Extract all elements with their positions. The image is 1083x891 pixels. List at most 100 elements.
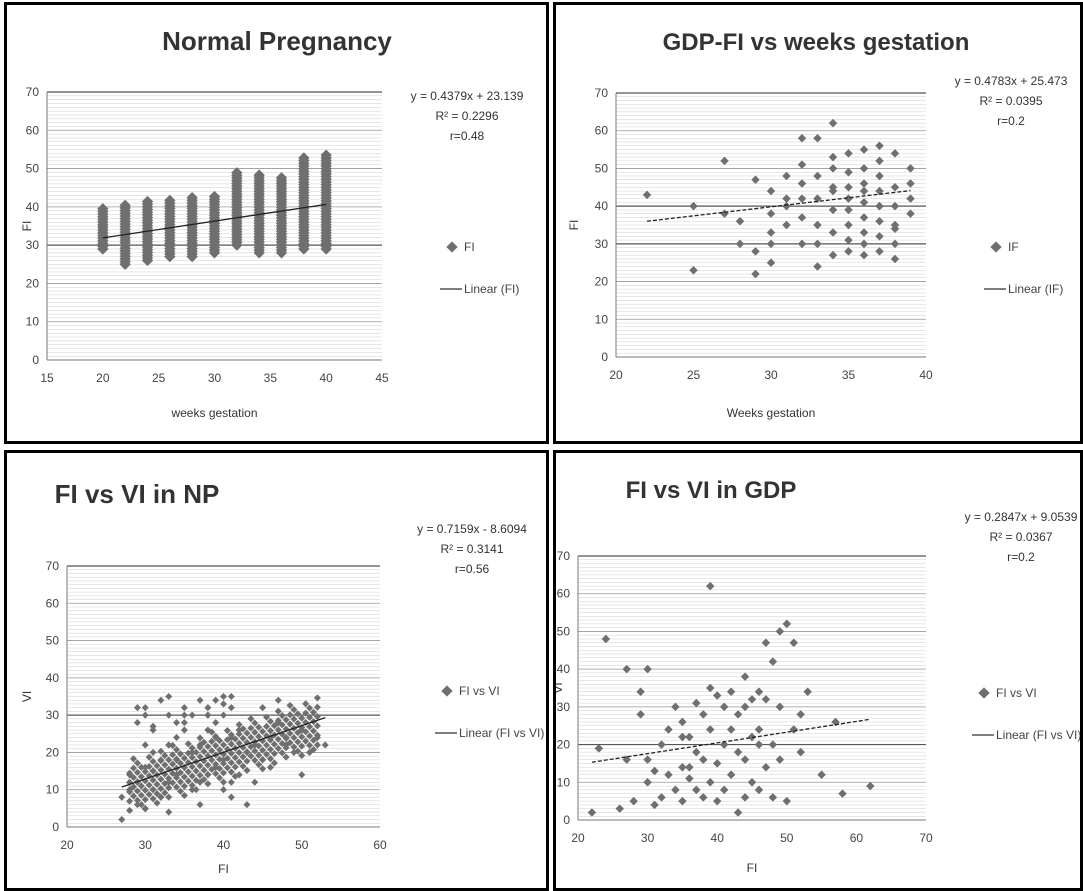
data-point (844, 149, 853, 158)
data-point (782, 796, 792, 806)
data-point (196, 696, 204, 704)
data-point (671, 785, 680, 795)
legend-marker-icon (990, 241, 1002, 253)
data-point (223, 736, 231, 744)
data-point (859, 213, 869, 222)
data-point (712, 691, 722, 700)
data-point (298, 751, 306, 760)
trendline (591, 718, 871, 763)
data-point (754, 687, 764, 697)
data-point (321, 741, 329, 749)
data-point (664, 770, 673, 779)
data-point (733, 747, 743, 757)
data-point (231, 167, 243, 179)
data-point (169, 779, 177, 787)
data-point (212, 770, 220, 778)
data-point (875, 156, 884, 166)
data-point (906, 209, 915, 218)
data-point (294, 729, 302, 737)
chart-title: GDP-FI vs weeks gestation (663, 29, 970, 56)
data-point (775, 755, 785, 764)
x-tick-label: 35 (842, 368, 856, 382)
data-point (797, 134, 807, 143)
data-point (313, 713, 321, 721)
legend-label-series: FI vs VI (459, 684, 500, 698)
data-point (196, 771, 204, 779)
data-point (274, 745, 282, 753)
data-point (859, 239, 869, 249)
x-tick-label: 35 (264, 371, 278, 385)
equation-text: r=0.48 (450, 129, 485, 143)
data-point (133, 704, 141, 712)
data-point (274, 696, 282, 704)
data-point (212, 742, 220, 750)
data-point (294, 738, 302, 746)
data-point (719, 785, 729, 795)
data-point (796, 747, 805, 757)
y-axis-label: VI (20, 691, 34, 702)
data-point (282, 734, 290, 742)
data-point (751, 175, 760, 184)
data-point (699, 755, 708, 764)
data-point (263, 750, 271, 758)
data-point (286, 739, 294, 747)
data-point (306, 704, 314, 712)
y-tick-label: 10 (595, 312, 609, 326)
data-point (782, 220, 791, 230)
data-point (587, 808, 597, 817)
data-point (859, 145, 869, 154)
data-point (129, 792, 138, 800)
data-point (149, 722, 157, 730)
y-tick-label: 10 (557, 775, 571, 789)
data-point (306, 732, 314, 740)
data-point (906, 194, 915, 203)
data-point (685, 774, 694, 783)
data-point (227, 793, 235, 801)
data-point (890, 239, 900, 249)
data-point (216, 765, 224, 773)
data-point (740, 702, 750, 712)
data-point (726, 770, 736, 779)
data-point (216, 755, 224, 763)
data-point (657, 793, 666, 802)
data-point (766, 228, 776, 237)
data-point (775, 702, 785, 712)
data-point (149, 785, 157, 793)
data-point (643, 664, 652, 674)
data-point (796, 710, 805, 719)
data-point (906, 179, 915, 188)
data-point (782, 194, 791, 203)
data-point (239, 762, 247, 770)
y-tick-label: 60 (46, 596, 60, 610)
data-point (692, 698, 701, 708)
x-axis-label: FI (747, 861, 758, 875)
equation-text: r=0.2 (1007, 550, 1035, 564)
y-tick-label: 30 (595, 237, 609, 251)
data-point (251, 778, 259, 786)
data-point (145, 762, 153, 771)
data-point (712, 796, 722, 806)
data-point (231, 735, 239, 743)
data-point (259, 704, 267, 712)
data-point (294, 710, 302, 718)
y-tick-label: 60 (557, 587, 571, 601)
data-point (153, 780, 161, 788)
data-point (875, 141, 884, 151)
legend-label-trendline: Linear (IF) (1008, 282, 1063, 296)
data-point (294, 719, 302, 727)
equation-text: R² = 0.3141 (440, 542, 503, 556)
data-point (251, 719, 259, 727)
data-point (754, 725, 764, 734)
data-point (838, 789, 847, 798)
equation-text: R² = 0.0395 (979, 94, 1042, 108)
data-point (227, 749, 235, 757)
data-point (243, 757, 251, 765)
data-point (204, 704, 212, 712)
data-point (137, 773, 145, 781)
data-point (157, 757, 165, 765)
x-tick-label: 30 (139, 838, 153, 852)
data-point (165, 711, 173, 719)
data-point (180, 726, 188, 734)
data-point (247, 743, 255, 751)
data-point (227, 778, 235, 786)
